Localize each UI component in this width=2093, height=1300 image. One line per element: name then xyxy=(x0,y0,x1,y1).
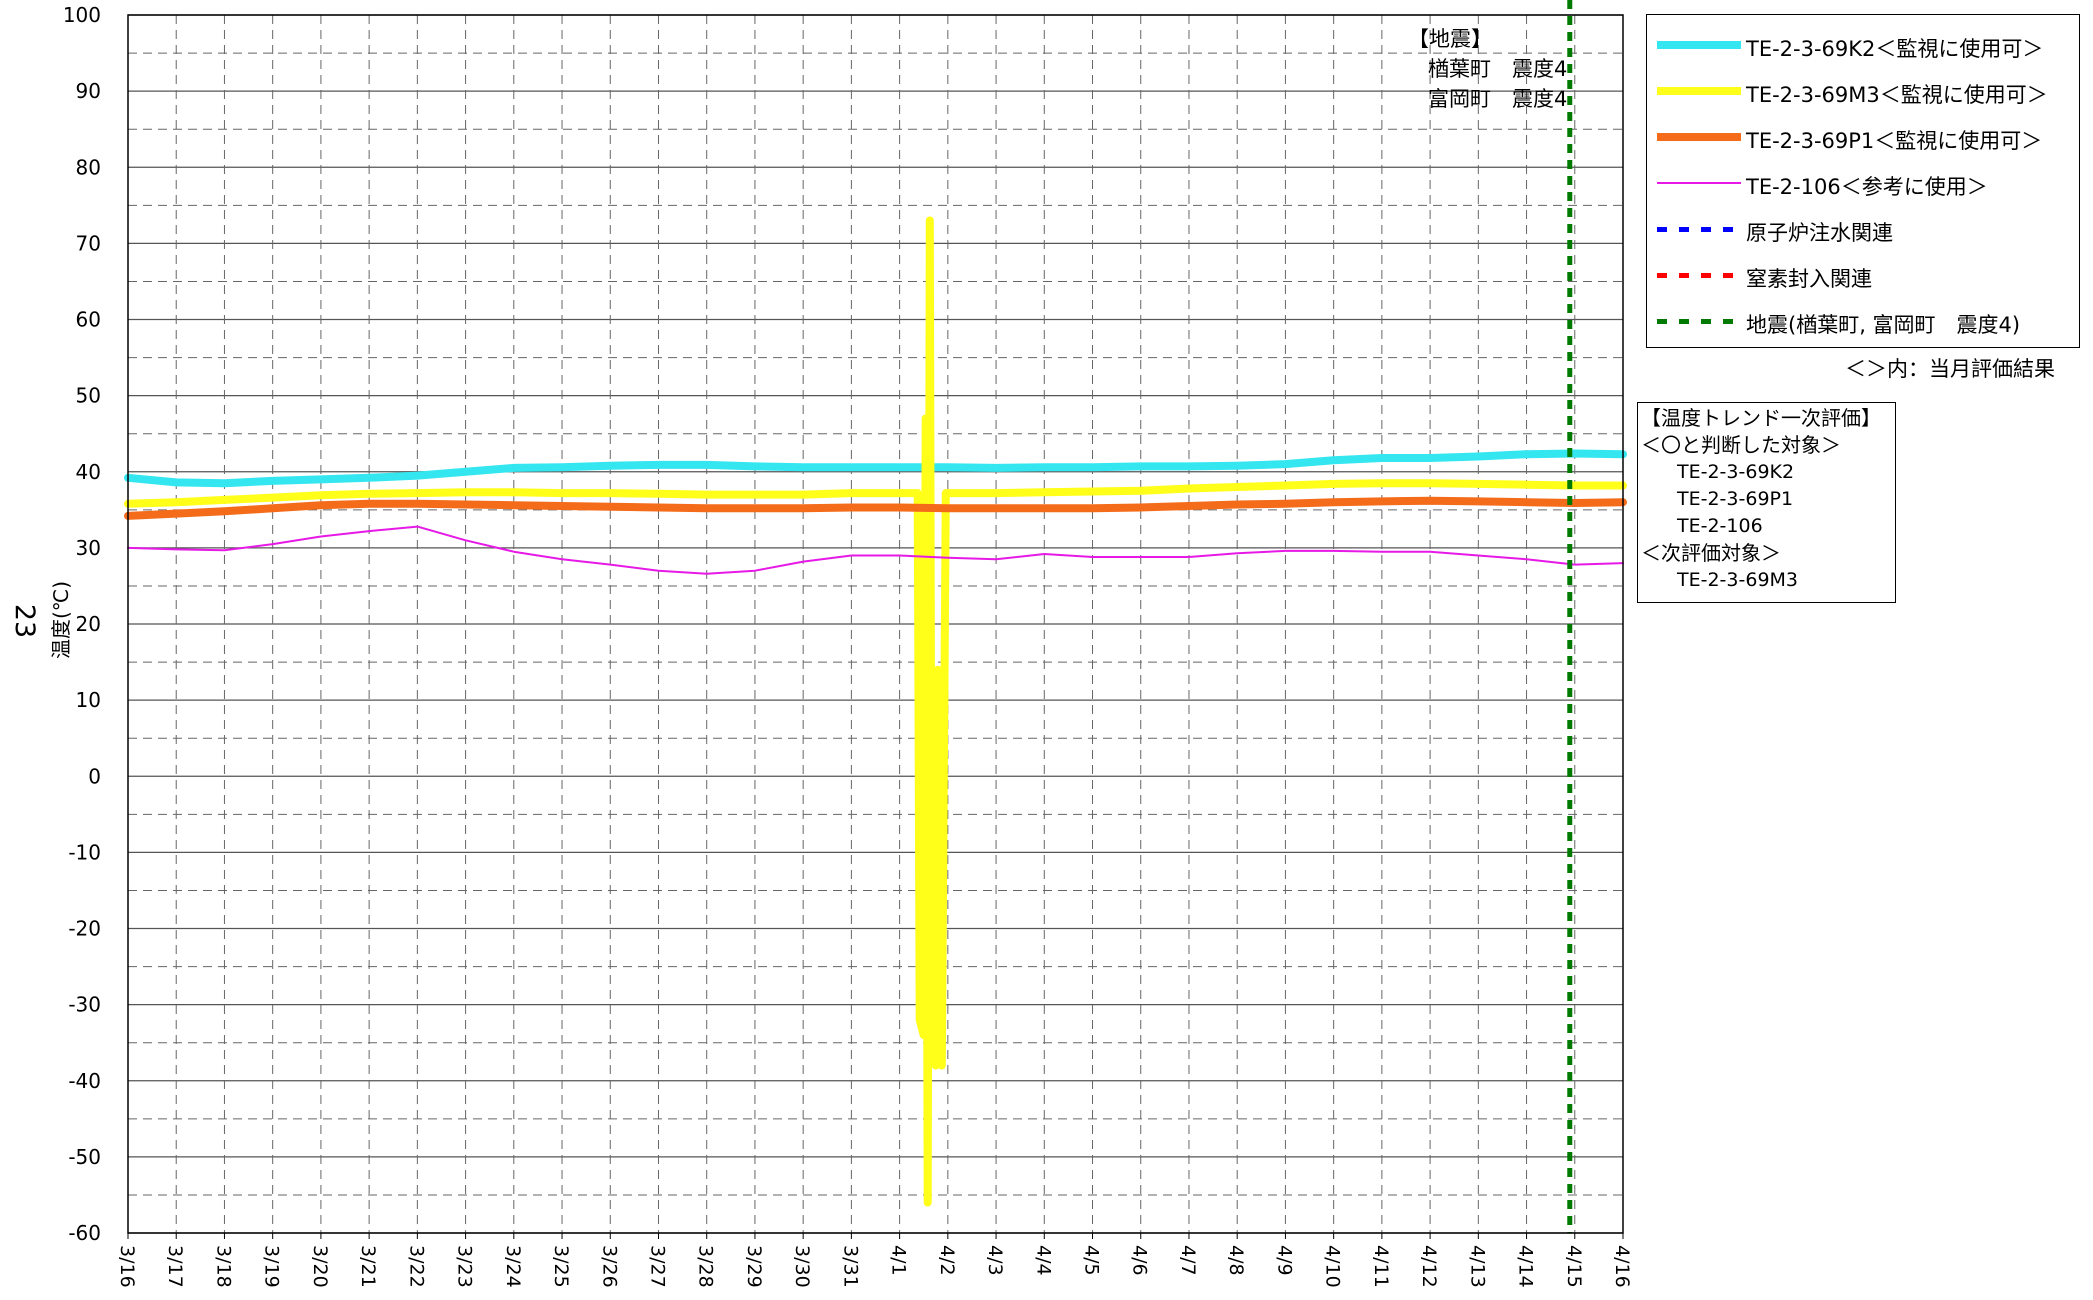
x-tick-label: 4/3 xyxy=(984,1245,1006,1276)
x-tick-label: 3/17 xyxy=(164,1245,186,1288)
x-tick-label: 4/16 xyxy=(1611,1245,1633,1288)
evaluation-ok-header: ＜〇と判断した対象＞ xyxy=(1641,433,1841,457)
y-tick-label: 0 xyxy=(88,764,101,788)
x-tick-label: 3/31 xyxy=(839,1245,861,1288)
y-tick-label: 100 xyxy=(63,3,101,27)
x-tick-label: 3/27 xyxy=(646,1245,668,1288)
x-tick-label: 3/24 xyxy=(502,1245,524,1288)
y-tick-label: 60 xyxy=(76,308,101,332)
legend-label: 窒素封入関連 xyxy=(1746,267,1872,291)
x-tick-label: 4/2 xyxy=(936,1245,958,1276)
legend-item: 原子炉注水関連 xyxy=(1647,215,2079,245)
series-line-1 xyxy=(124,216,1627,1207)
legend-swatch xyxy=(1657,318,1741,324)
x-tick-label: 3/25 xyxy=(550,1245,572,1288)
y-tick-label: -50 xyxy=(68,1145,101,1169)
evaluation-ok-item: TE-2-106 xyxy=(1677,515,1763,537)
x-tick-label: 3/30 xyxy=(791,1245,813,1288)
y-tick-label: 10 xyxy=(76,688,101,712)
y-tick-label: 90 xyxy=(76,79,101,103)
evaluation-box: 【温度トレンド一次評価】 ＜〇と判断した対象＞ TE-2-3-69K2 TE-2… xyxy=(1637,402,1896,603)
x-tick-label: 4/4 xyxy=(1032,1245,1054,1276)
y-axis-label: 温度(℃) xyxy=(49,581,73,659)
earthquake-annotation: 【地震】 楢葉町 震度4 富岡町 震度4 xyxy=(1408,24,1567,114)
legend-swatch xyxy=(1657,226,1741,232)
legend-label: 地震(楢葉町, 富岡町 震度4) xyxy=(1746,313,2021,337)
y-tick-label: -40 xyxy=(68,1069,101,1093)
y-tick-label: 30 xyxy=(76,536,101,560)
y-tick-label: -60 xyxy=(68,1221,101,1245)
x-tick-label: 4/14 xyxy=(1515,1245,1537,1288)
evaluation-ok-item: TE-2-3-69P1 xyxy=(1677,488,1794,510)
y-tick-label: 70 xyxy=(76,231,101,255)
earthquake-title: 【地震】 xyxy=(1408,27,1492,51)
x-tick-label: 4/7 xyxy=(1177,1245,1199,1276)
x-tick-label: 3/19 xyxy=(261,1245,283,1288)
earthquake-line-tomioka: 富岡町 震度4 xyxy=(1428,87,1568,111)
legend-label: 原子炉注水関連 xyxy=(1746,221,1893,245)
legend-item: TE-2-3-69P1＜監視に使用可＞ xyxy=(1647,123,2079,153)
y-tick-label: 20 xyxy=(76,612,101,636)
earthquake-line-naraha: 楢葉町 震度4 xyxy=(1428,57,1568,81)
chart-legend: TE-2-3-69K2＜監視に使用可＞ TE-2-3-69M3＜監視に使用可＞ TE… xyxy=(1646,14,2080,348)
x-tick-label: 3/29 xyxy=(743,1245,765,1288)
evaluation-title: 【温度トレンド一次評価】 xyxy=(1641,406,1881,430)
y-tick-label: 80 xyxy=(76,155,101,179)
x-tick-label: 3/23 xyxy=(454,1245,476,1288)
x-axis-ticks: 3/16 3/17 3/18 3/19 3/20 3/21 3/22 3/23 3/24 3/25… xyxy=(116,1233,1633,1288)
y-tick-label: -10 xyxy=(68,840,101,864)
legend-swatch xyxy=(1657,182,1741,184)
legend-note: ＜＞内：当月評価結果 xyxy=(1845,357,2055,381)
legend-item: 窒素封入関連 xyxy=(1647,261,2079,291)
x-tick-label: 3/20 xyxy=(309,1245,331,1288)
legend-label: TE-2-3-69M3＜監視に使用可＞ xyxy=(1746,83,2048,107)
x-tick-label: 3/18 xyxy=(212,1245,234,1288)
series-line-0 xyxy=(124,449,1627,488)
y-tick-label: -30 xyxy=(68,993,101,1017)
series-line-3 xyxy=(127,525,1624,575)
x-tick-label: 3/22 xyxy=(405,1245,427,1288)
legend-item: TE-2-106＜参考に使用＞ xyxy=(1647,169,2079,199)
x-tick-label: 4/15 xyxy=(1563,1245,1585,1288)
legend-swatch xyxy=(1657,272,1741,278)
legend-item: TE-2-3-69K2＜監視に使用可＞ xyxy=(1647,31,2079,61)
y-tick-label: -20 xyxy=(68,917,101,941)
x-tick-label: 3/26 xyxy=(598,1245,620,1288)
series-line-2 xyxy=(124,496,1627,520)
x-tick-label: 4/1 xyxy=(888,1245,910,1276)
x-tick-label: 4/10 xyxy=(1322,1245,1344,1288)
legend-label: TE-2-3-69P1＜監視に使用可＞ xyxy=(1746,129,2043,153)
evaluation-next-header: ＜次評価対象＞ xyxy=(1641,541,1781,565)
y-tick-label: 50 xyxy=(76,384,101,408)
x-tick-label: 3/16 xyxy=(116,1245,138,1288)
legend-label: TE-2-3-69K2＜監視に使用可＞ xyxy=(1746,37,2044,61)
evaluation-ok-item: TE-2-3-69K2 xyxy=(1677,461,1795,483)
legend-swatch xyxy=(1657,133,1741,141)
legend-item: TE-2-3-69M3＜監視に使用可＞ xyxy=(1647,77,2079,107)
legend-item: 地震(楢葉町, 富岡町 震度4) xyxy=(1647,307,2079,337)
x-tick-label: 3/28 xyxy=(695,1245,717,1288)
x-tick-label: 3/21 xyxy=(357,1245,379,1288)
legend-label: TE-2-106＜参考に使用＞ xyxy=(1746,175,1988,199)
x-tick-label: 4/12 xyxy=(1418,1245,1440,1288)
plot-frame xyxy=(127,14,1624,1234)
legend-swatch xyxy=(1657,87,1741,95)
x-tick-label: 4/9 xyxy=(1273,1245,1295,1276)
x-tick-label: 4/5 xyxy=(1081,1245,1103,1276)
x-tick-label: 4/11 xyxy=(1370,1245,1392,1288)
x-tick-label: 4/6 xyxy=(1129,1245,1151,1276)
x-tick-label: 4/8 xyxy=(1225,1245,1247,1276)
chart-grid xyxy=(128,14,1623,1234)
y-tick-label: 40 xyxy=(76,460,101,484)
legend-swatch xyxy=(1657,41,1741,49)
page-number: 23 xyxy=(9,603,40,639)
evaluation-next-item: TE-2-3-69M3 xyxy=(1677,569,1799,591)
chart-series xyxy=(124,216,1627,1207)
x-tick-label: 4/13 xyxy=(1466,1245,1488,1288)
